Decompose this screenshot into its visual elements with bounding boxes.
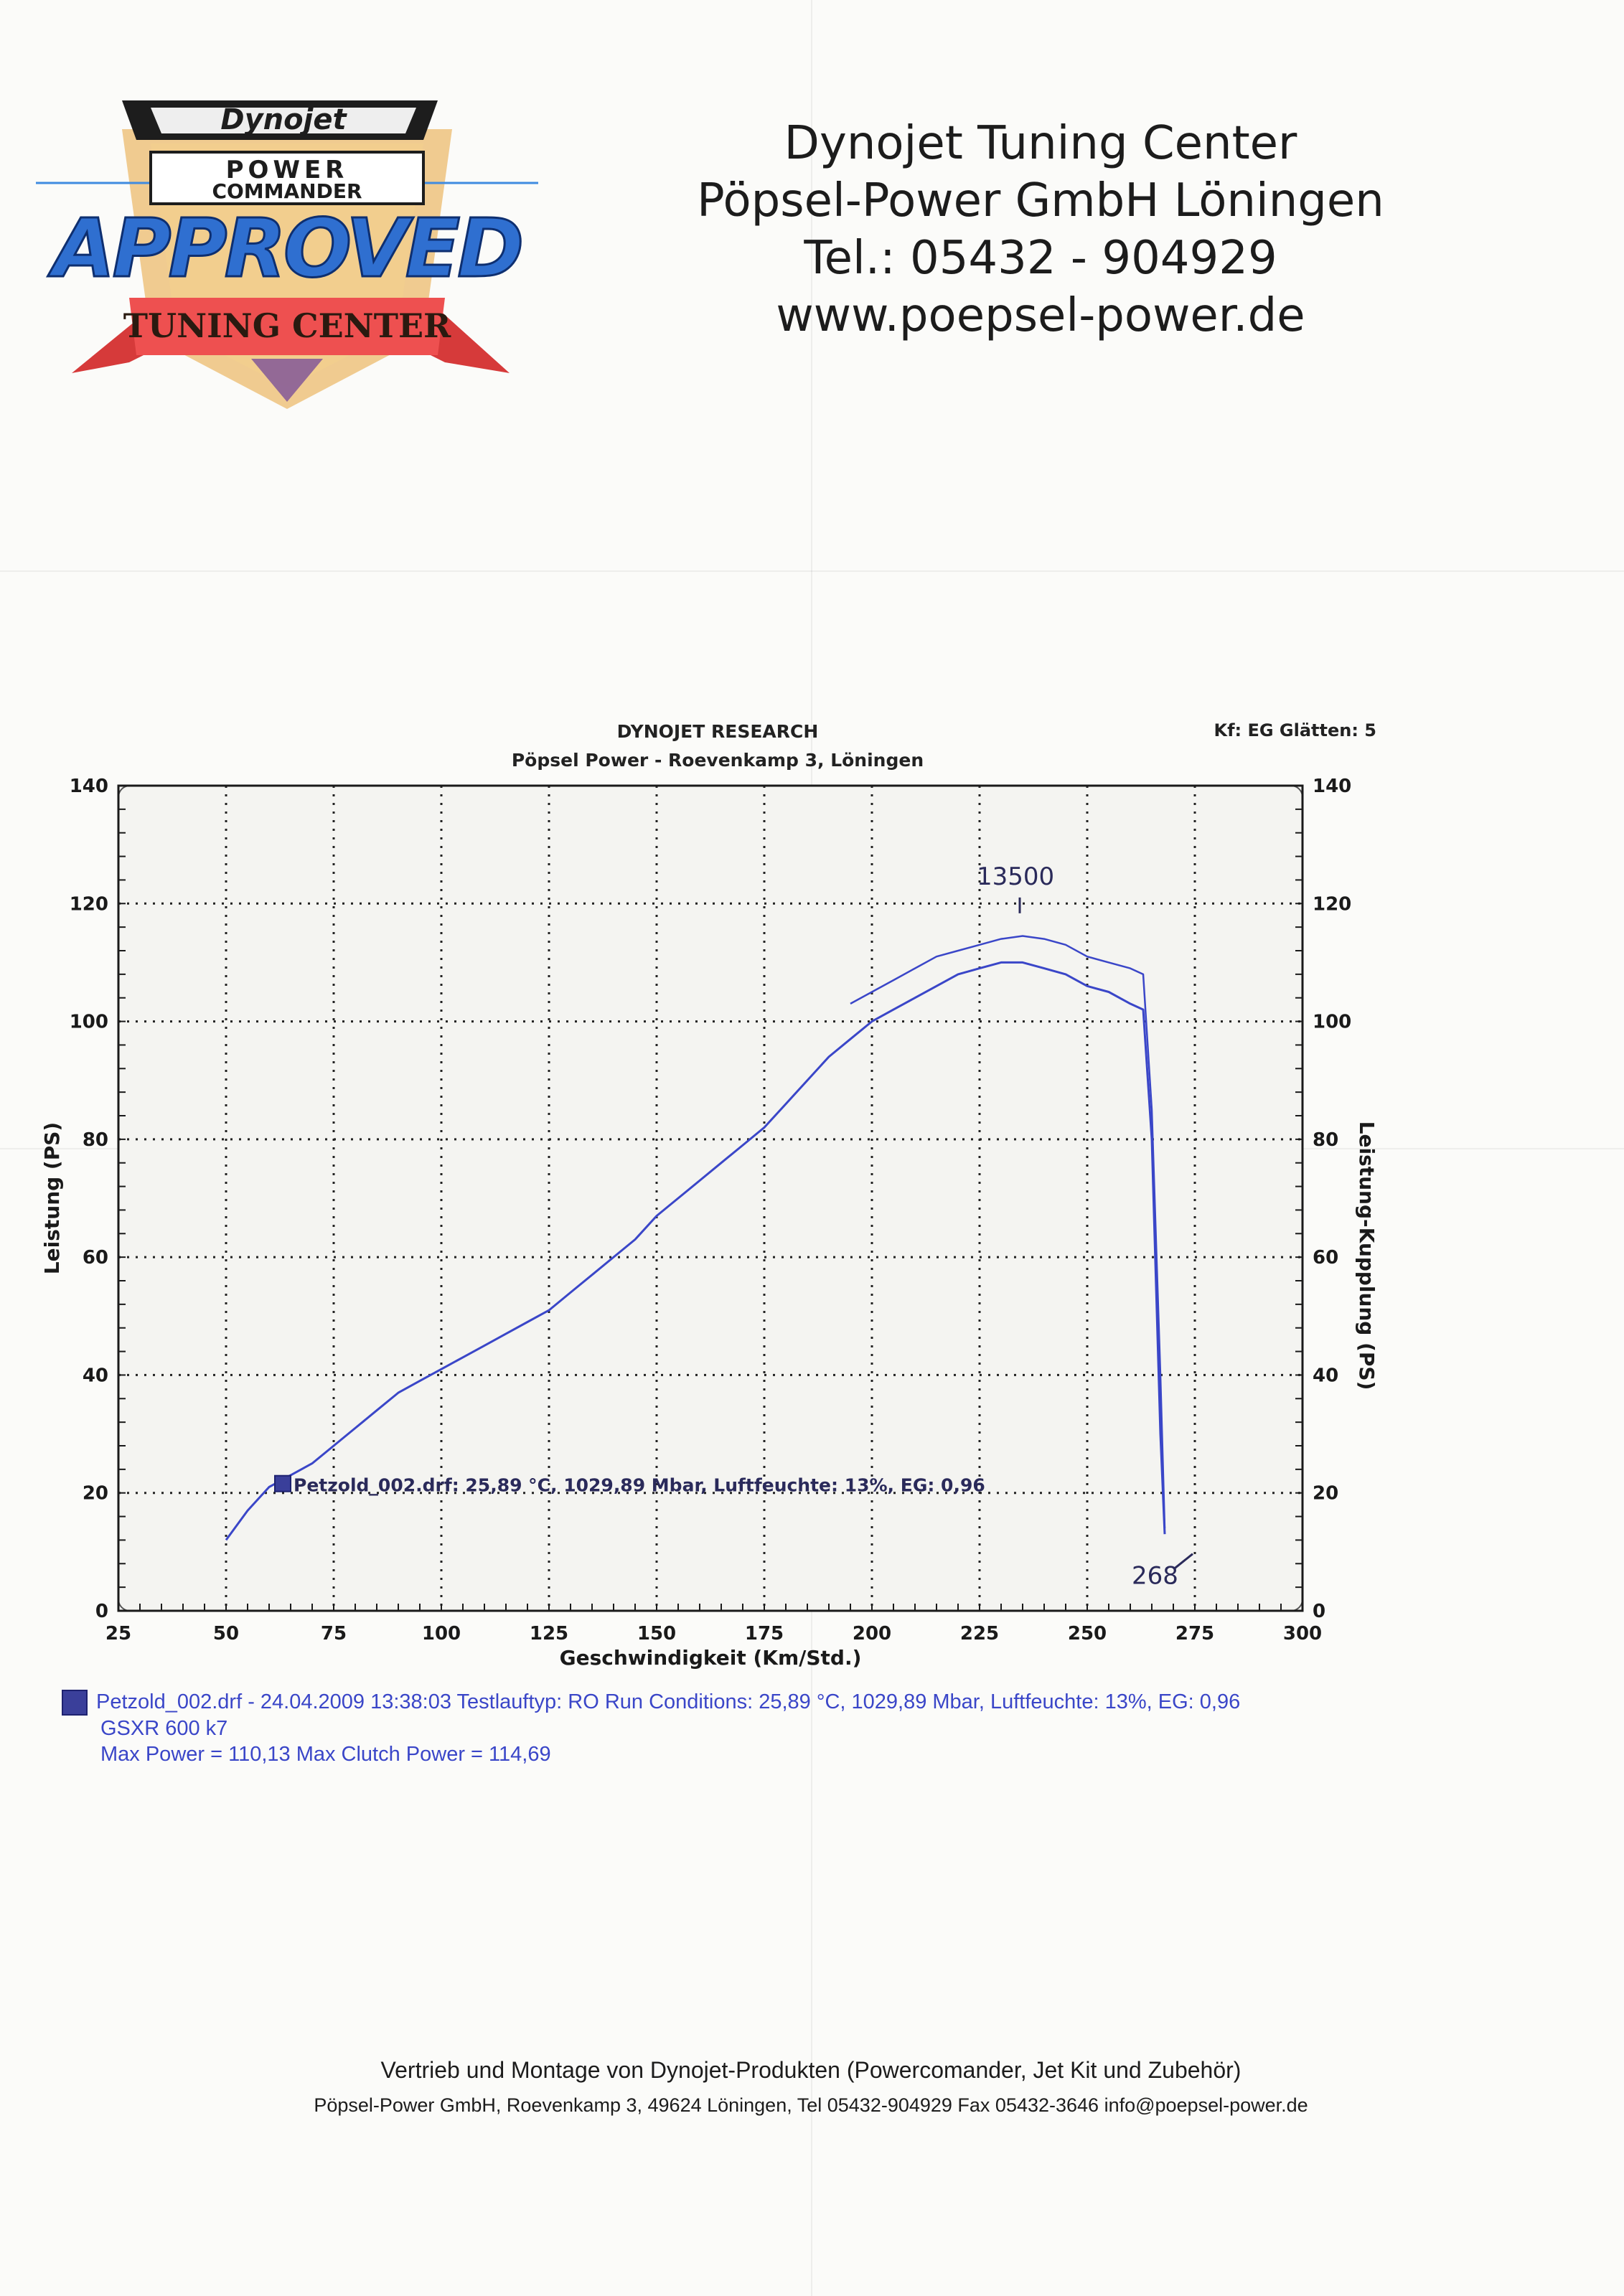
dynojet-approved-logo: Dynojet POWER COMMANDER APPROVED TUNING … bbox=[36, 72, 538, 416]
y-tick-label-right: 0 bbox=[1313, 1601, 1325, 1622]
chart-legend: Petzold_002.drf - 24.04.2009 13:38:03 Te… bbox=[62, 1689, 1241, 1767]
y-tick-label-right: 20 bbox=[1313, 1483, 1338, 1505]
x-tick-label: 225 bbox=[960, 1623, 999, 1645]
x-tick-label: 75 bbox=[321, 1623, 347, 1645]
legend-vehicle: GSXR 600 k7 bbox=[100, 1717, 228, 1741]
y-tick-label: 0 bbox=[95, 1601, 108, 1622]
header-title: Dynojet Tuning Center bbox=[784, 117, 1297, 170]
logo-powercommander-box bbox=[149, 151, 425, 205]
company-header: Dynojet Tuning Center Pöpsel-Power GmbH … bbox=[646, 115, 1435, 344]
y-tick-label: 20 bbox=[83, 1483, 108, 1505]
logo-ribbon-front bbox=[129, 298, 445, 355]
header-website: www.poepsel-power.de bbox=[776, 289, 1305, 342]
series-line-2 bbox=[850, 935, 1166, 1529]
header-company: Pöpsel-Power GmbH Löningen bbox=[697, 174, 1384, 227]
y-tick-label: 140 bbox=[70, 776, 108, 797]
x-tick-label: 150 bbox=[637, 1623, 676, 1645]
x-tick-label: 175 bbox=[745, 1623, 784, 1645]
x-tick-label: 300 bbox=[1283, 1623, 1322, 1645]
footer-products: Vertrieb und Montage von Dynojet-Produkt… bbox=[380, 2057, 1242, 2083]
logo-brand-text: Dynojet bbox=[220, 103, 347, 136]
x-tick-label: 250 bbox=[1068, 1623, 1107, 1645]
y-tick-label: 120 bbox=[70, 893, 108, 915]
logo-ribbon-text: TUNING CENTER bbox=[123, 306, 451, 345]
y-tick-label: 40 bbox=[83, 1365, 108, 1386]
run-annotation: Petzold_002.drf: 25,89 °C, 1029,89 Mbar,… bbox=[294, 1475, 985, 1496]
x-axis-label: Geschwindigkeit (Km/Std.) bbox=[560, 1646, 862, 1670]
x-tick-label: 275 bbox=[1175, 1623, 1214, 1645]
series-line-1 bbox=[225, 961, 1166, 1541]
logo-point bbox=[251, 359, 323, 402]
paper-fold bbox=[0, 570, 1624, 572]
chart-annotations: Petzold_002.drf: 25,89 °C, 1029,89 Mbar,… bbox=[274, 862, 1193, 1591]
y-axis-label-right: Leistung-Kupplung (PS) bbox=[1355, 1121, 1379, 1391]
y-tick-label: 60 bbox=[83, 1247, 108, 1269]
logo-approved-text: APPROVED bbox=[47, 202, 522, 296]
chart-title: DYNOJET RESEARCH bbox=[616, 721, 819, 742]
legend-swatch bbox=[62, 1690, 88, 1716]
y-tick-label-right: 140 bbox=[1313, 776, 1351, 797]
footer: Vertrieb und Montage von Dynojet-Produkt… bbox=[215, 2052, 1407, 2122]
y-tick-label: 100 bbox=[70, 1012, 108, 1033]
logo-brand-plate bbox=[151, 108, 416, 133]
y-tick-label-right: 120 bbox=[1313, 893, 1351, 915]
speed-tick bbox=[1174, 1553, 1193, 1569]
logo-commander-text: COMMANDER bbox=[212, 179, 362, 203]
rpm-annotation: 13500 bbox=[977, 862, 1054, 891]
run-marker bbox=[274, 1474, 291, 1492]
chart-series bbox=[225, 935, 1166, 1541]
x-tick-label: 25 bbox=[105, 1623, 131, 1645]
chart-meta: Kf: EG Glätten: 5 bbox=[1214, 720, 1376, 740]
y-tick-label: 80 bbox=[83, 1129, 108, 1151]
plot-border bbox=[117, 784, 1304, 1612]
x-tick-label: 200 bbox=[853, 1623, 891, 1645]
y-tick-label-right: 40 bbox=[1313, 1365, 1338, 1386]
legend-run-text: Petzold_002.drf - 24.04.2009 13:38:03 Te… bbox=[96, 1690, 1241, 1713]
x-tick-label: 50 bbox=[213, 1623, 239, 1645]
x-tick-label: 125 bbox=[530, 1623, 568, 1645]
chart-subtitle: Pöpsel Power - Roevenkamp 3, Löningen bbox=[511, 750, 924, 771]
x-tick-label: 100 bbox=[422, 1623, 461, 1645]
y-tick-label-right: 60 bbox=[1313, 1247, 1338, 1269]
y-tick-label-right: 80 bbox=[1313, 1129, 1338, 1151]
legend-run-info: Petzold_002.drf - 24.04.2009 13:38:03 Te… bbox=[62, 1689, 1241, 1716]
logo-power-text: POWER bbox=[226, 156, 349, 184]
y-tick-label-right: 100 bbox=[1313, 1012, 1351, 1033]
y-axis-label: Leistung (PS) bbox=[40, 1122, 64, 1274]
footer-contact: Pöpsel-Power GmbH, Roevenkamp 3, 49624 L… bbox=[314, 2094, 1308, 2116]
legend-max-power: Max Power = 110,13 Max Clutch Power = 11… bbox=[100, 1743, 551, 1766]
speed-annotation: 268 bbox=[1132, 1562, 1178, 1591]
header-phone: Tel.: 05432 - 904929 bbox=[804, 232, 1277, 285]
